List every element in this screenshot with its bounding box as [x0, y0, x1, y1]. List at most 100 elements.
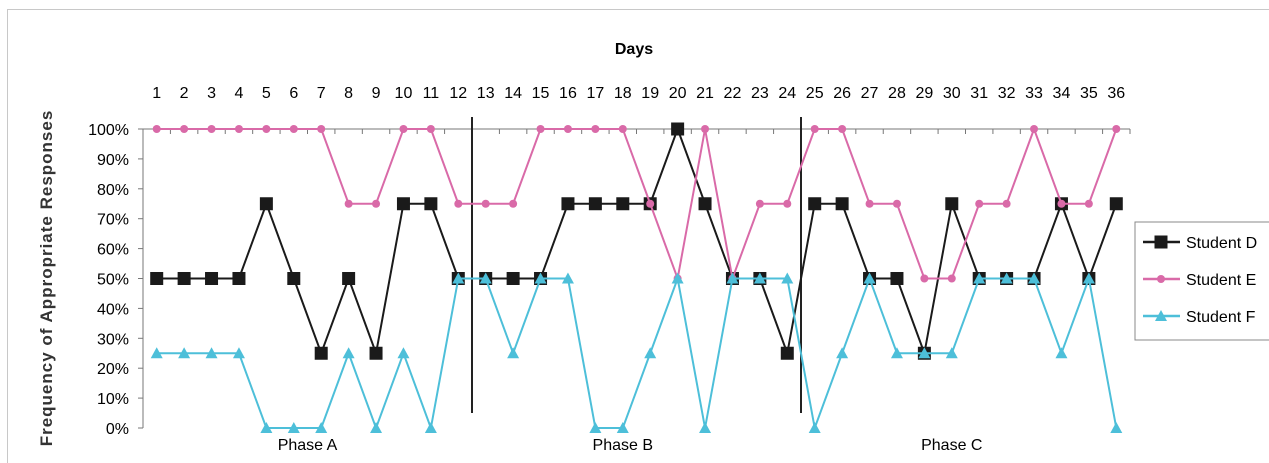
- data-point-student-f: [1110, 422, 1123, 433]
- data-point-student-f: [616, 422, 629, 433]
- legend-item-student-e: Student E: [1143, 272, 1256, 289]
- data-point-student-f: [836, 347, 849, 359]
- data-point-student-d: [890, 272, 904, 285]
- data-point-student-f: [424, 422, 437, 433]
- x-tick-label: 3: [207, 85, 216, 102]
- data-point-student-e: [454, 199, 463, 208]
- data-point-student-d: [342, 272, 356, 285]
- x-tick-label: 22: [724, 85, 742, 102]
- data-point-student-e: [289, 125, 298, 133]
- x-tick-label: 1: [152, 85, 161, 102]
- data-point-student-d: [232, 272, 246, 285]
- data-point-student-e: [1002, 199, 1011, 208]
- x-tick-label: 28: [888, 85, 906, 102]
- data-point-student-f: [808, 422, 821, 433]
- data-point-student-f: [1082, 272, 1095, 284]
- x-tick-label: 6: [289, 85, 298, 102]
- y-tick-label: 20%: [97, 361, 129, 378]
- data-point-student-f: [178, 347, 191, 359]
- data-point-student-f: [945, 347, 958, 359]
- data-point-student-e: [426, 125, 435, 133]
- x-tick-label: 11: [423, 85, 440, 102]
- data-point-student-e: [920, 274, 929, 283]
- x-tick-label: 8: [344, 85, 353, 102]
- legend: Student D Student E Student F: [1134, 221, 1269, 341]
- x-tick-label: 16: [559, 85, 577, 102]
- data-point-student-f: [561, 272, 574, 284]
- data-point-student-f: [370, 422, 383, 433]
- data-point-student-e: [207, 125, 216, 133]
- chart-frame: [7, 9, 1269, 463]
- x-tick-label: 15: [532, 85, 550, 102]
- x-tick-label: 23: [751, 85, 769, 102]
- data-point-student-f: [397, 347, 410, 359]
- y-tick-label: 30%: [97, 331, 129, 348]
- data-point-student-e: [975, 199, 984, 208]
- data-point-student-f: [671, 272, 684, 284]
- x-tick-label: 30: [943, 85, 961, 102]
- data-point-student-e: [481, 199, 490, 208]
- x-tick-label: 27: [861, 85, 879, 102]
- data-point-student-d: [698, 197, 712, 211]
- data-point-student-e: [152, 125, 161, 133]
- data-point-student-e: [262, 125, 271, 133]
- data-point-student-e: [180, 125, 189, 133]
- data-point-student-d: [506, 272, 520, 285]
- data-point-student-e: [810, 125, 819, 133]
- data-point-student-e: [563, 125, 572, 133]
- data-point-student-e: [317, 125, 326, 133]
- data-point-student-e: [1030, 125, 1039, 133]
- data-point-student-e: [536, 125, 545, 133]
- data-point-student-d: [259, 197, 273, 211]
- data-point-student-d: [671, 122, 685, 136]
- data-point-student-f: [232, 347, 245, 359]
- data-point-student-f: [534, 272, 547, 284]
- x-tick-label: 32: [998, 85, 1016, 102]
- data-point-student-d: [205, 272, 219, 285]
- y-tick-label: 80%: [97, 182, 129, 199]
- data-point-student-e: [838, 125, 847, 133]
- x-tick-label: 4: [235, 85, 244, 102]
- data-point-student-d: [396, 197, 410, 211]
- data-point-student-f: [150, 347, 163, 359]
- x-tick-label: 9: [372, 85, 381, 102]
- phase-label: Phase C: [921, 437, 982, 454]
- data-point-student-f: [781, 272, 794, 284]
- data-point-student-e: [1112, 125, 1121, 133]
- legend-label-student-d: Student D: [1186, 235, 1257, 252]
- data-point-student-e: [1057, 199, 1066, 208]
- data-point-student-e: [591, 125, 600, 133]
- series-line-student-f: [156, 274, 1118, 432]
- data-point-student-e: [646, 199, 655, 208]
- data-point-student-e: [344, 199, 353, 208]
- x-tick-label: 33: [1025, 85, 1043, 102]
- x-tick-label: 36: [1107, 85, 1125, 102]
- series-line-student-e: [156, 126, 1118, 283]
- data-point-student-e: [783, 199, 792, 208]
- x-tick-label: 17: [586, 85, 604, 102]
- legend-marker-student-d: [1154, 235, 1168, 249]
- legend-marker-student-e: [1157, 275, 1165, 283]
- y-tick-label: 40%: [97, 301, 129, 318]
- data-point-student-d: [424, 197, 438, 211]
- data-point-student-e: [618, 125, 627, 133]
- y-tick-label: 60%: [97, 242, 129, 259]
- data-point-student-f: [699, 422, 712, 433]
- data-point-student-f: [644, 347, 657, 359]
- data-point-student-d: [808, 197, 822, 211]
- data-point-student-d: [1109, 197, 1123, 211]
- data-point-student-f: [205, 347, 218, 359]
- data-point-student-d: [561, 197, 575, 211]
- data-point-student-f: [315, 422, 328, 433]
- data-point-student-f: [753, 272, 766, 284]
- series-student-d: [150, 122, 1123, 360]
- x-tick-label: 26: [833, 85, 851, 102]
- data-point-student-e: [234, 125, 243, 133]
- series-student-e: [152, 125, 1121, 283]
- data-point-student-e: [947, 274, 956, 283]
- x-tick-label: 5: [262, 85, 271, 102]
- data-point-student-e: [865, 199, 874, 208]
- data-point-student-f: [452, 272, 465, 284]
- data-point-student-f: [479, 272, 492, 284]
